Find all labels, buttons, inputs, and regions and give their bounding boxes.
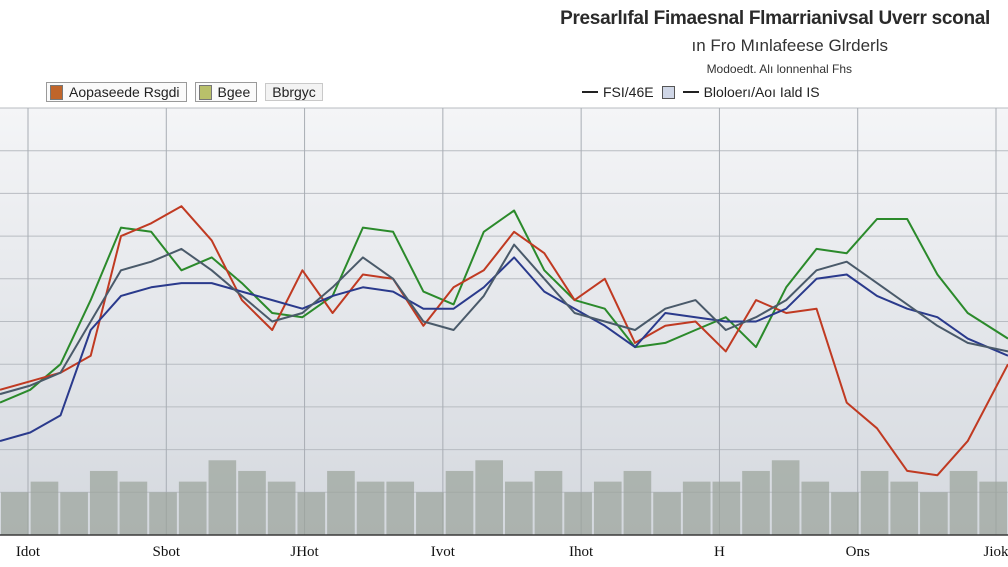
- legend-left: Aopaseede Rsgdi Bgee Bbrgyc: [46, 80, 323, 104]
- legend-label: FSI/46E: [603, 84, 654, 100]
- volume-bar: [475, 460, 503, 535]
- x-axis-ticks: Idot Sbot JHot Ivot Ihot H Ons Jiok: [16, 544, 1008, 560]
- series-line: [0, 243, 1008, 396]
- legend-item[interactable]: Aopaseede Rsgdi: [46, 82, 187, 102]
- volume-bar: [712, 481, 741, 535]
- chart-subtitle: ın Fro Mınlafeese Glrderls: [691, 36, 888, 55]
- series-lines: [0, 205, 1008, 477]
- volume-bar: [593, 481, 622, 535]
- x-tick-label: Sbot: [153, 544, 181, 560]
- legend-checkbox-icon[interactable]: [661, 85, 675, 99]
- volume-bar: [860, 470, 889, 535]
- x-tick-label: H: [714, 544, 725, 560]
- volume-bar: [238, 470, 266, 535]
- legend-line-key: [682, 91, 699, 93]
- legend-swatch: [198, 84, 212, 100]
- volume-bar: [801, 481, 830, 535]
- legend-label: Aopaseede Rsgdi: [69, 84, 180, 100]
- legend-right: FSI/46E Bloloerı/Aoı Iald IS: [582, 80, 820, 104]
- volume-bar: [119, 481, 148, 535]
- series-line: [0, 256, 1008, 443]
- legend-label: Bloloerı/Aoı Iald IS: [703, 84, 820, 100]
- volume-bar: [979, 481, 1007, 535]
- volume-bar: [564, 492, 592, 535]
- volume-bar: [771, 460, 800, 535]
- volume-bar: [534, 470, 563, 535]
- volume-bar: [1, 492, 29, 535]
- volume-bar: [416, 492, 444, 535]
- legend-item[interactable]: Bgee: [194, 82, 258, 102]
- volume-bar: [178, 481, 207, 535]
- volume-bar: [60, 492, 88, 535]
- legend-item[interactable]: Bloloerı/Aoı Iald IS: [682, 84, 820, 100]
- legend-line-key: [582, 91, 598, 93]
- volume-bar: [356, 481, 385, 535]
- legend-swatch: [50, 84, 63, 100]
- volume-bar: [327, 470, 355, 535]
- x-tick-label: Ihot: [569, 544, 594, 560]
- x-tick-label: Ons: [846, 544, 870, 560]
- volume-bar: [831, 492, 859, 535]
- legend-item[interactable]: Bbrgyc: [265, 83, 323, 101]
- volume-bar: [297, 492, 326, 535]
- series-line: [0, 209, 1008, 404]
- series-line: [0, 205, 1008, 477]
- volume-bar: [149, 492, 177, 535]
- x-tick-label: Ivot: [431, 544, 456, 560]
- x-tick-label: JHot: [290, 544, 319, 560]
- chart-title: Presarlıfal Fimaesnal Flmarrianivsal Uve…: [560, 8, 990, 29]
- x-tick-label: Idot: [16, 544, 41, 560]
- volume-bar: [30, 481, 59, 535]
- volume-bar: [505, 481, 533, 535]
- volume-bars: [1, 460, 1007, 535]
- volume-bar: [742, 470, 770, 535]
- x-tick-label: Jiok: [983, 544, 1008, 560]
- legend-item[interactable]: FSI/46E: [582, 84, 654, 100]
- chart-note: Modoedt. Alı lonnenhal Fhs: [706, 62, 852, 76]
- volume-bar: [890, 481, 919, 535]
- volume-bar: [386, 481, 415, 535]
- volume-bar: [208, 460, 237, 535]
- volume-bar: [89, 470, 118, 535]
- grid: [0, 107, 1008, 536]
- volume-bar: [653, 492, 681, 535]
- volume-bar: [267, 481, 296, 535]
- volume-bar: [623, 470, 652, 535]
- volume-bar: [682, 481, 711, 535]
- legend-label: Bgee: [217, 84, 251, 100]
- volume-bar: [949, 470, 978, 535]
- volume-bar: [445, 470, 474, 535]
- volume-bar: [920, 492, 948, 535]
